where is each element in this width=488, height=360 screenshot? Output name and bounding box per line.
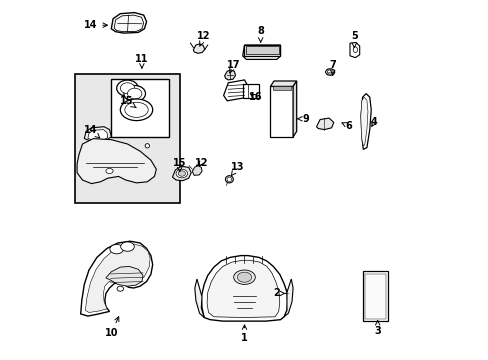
Bar — [75, 74, 179, 203]
Polygon shape — [106, 266, 142, 286]
Ellipse shape — [178, 171, 185, 176]
Polygon shape — [223, 80, 247, 101]
Bar — [246, 46, 278, 54]
Ellipse shape — [325, 69, 334, 75]
Ellipse shape — [145, 144, 149, 148]
Ellipse shape — [237, 272, 251, 282]
Text: 7: 7 — [328, 60, 335, 75]
Ellipse shape — [225, 176, 233, 183]
Bar — [111, 79, 168, 137]
Polygon shape — [361, 94, 370, 149]
Ellipse shape — [120, 83, 134, 94]
Polygon shape — [206, 260, 279, 318]
Polygon shape — [349, 42, 359, 58]
Polygon shape — [270, 81, 296, 86]
Ellipse shape — [373, 305, 377, 309]
Ellipse shape — [326, 70, 332, 74]
Text: 17: 17 — [226, 60, 240, 73]
Text: 10: 10 — [104, 317, 119, 338]
Ellipse shape — [233, 270, 255, 284]
Text: 12: 12 — [194, 158, 207, 168]
Polygon shape — [85, 244, 150, 312]
Polygon shape — [360, 97, 367, 146]
Text: 9: 9 — [296, 114, 308, 124]
Text: 15: 15 — [120, 96, 136, 108]
Ellipse shape — [226, 177, 231, 181]
Ellipse shape — [176, 169, 187, 178]
Polygon shape — [172, 166, 191, 181]
Bar — [242, 84, 258, 98]
Polygon shape — [84, 127, 111, 141]
Ellipse shape — [110, 244, 123, 254]
Text: 8: 8 — [257, 26, 264, 42]
Ellipse shape — [120, 99, 152, 121]
Text: 5: 5 — [350, 31, 357, 48]
Polygon shape — [88, 130, 107, 140]
Bar — [244, 45, 280, 56]
Polygon shape — [111, 13, 146, 33]
Text: 14: 14 — [83, 20, 107, 30]
Ellipse shape — [121, 242, 134, 251]
Ellipse shape — [352, 47, 357, 53]
Polygon shape — [77, 139, 156, 184]
Polygon shape — [316, 118, 333, 130]
Text: 1: 1 — [241, 325, 247, 343]
Text: 12: 12 — [197, 31, 210, 46]
Polygon shape — [242, 45, 280, 59]
Polygon shape — [224, 70, 235, 80]
Ellipse shape — [117, 286, 123, 291]
Bar — [362, 271, 387, 321]
Polygon shape — [192, 166, 202, 175]
Polygon shape — [284, 279, 292, 317]
Bar — [272, 86, 291, 90]
Polygon shape — [81, 241, 152, 316]
Ellipse shape — [282, 290, 288, 295]
Text: 13: 13 — [230, 162, 244, 176]
Polygon shape — [193, 44, 204, 53]
Text: 14: 14 — [83, 125, 100, 138]
Ellipse shape — [123, 85, 145, 102]
Ellipse shape — [117, 80, 138, 96]
Polygon shape — [270, 86, 292, 137]
Ellipse shape — [106, 168, 113, 174]
Text: 2: 2 — [272, 288, 285, 298]
Bar — [365, 274, 385, 319]
Text: 16: 16 — [248, 92, 262, 102]
Ellipse shape — [124, 102, 148, 117]
Text: 11: 11 — [135, 54, 148, 68]
Polygon shape — [194, 279, 204, 318]
Ellipse shape — [283, 291, 287, 294]
Polygon shape — [114, 15, 143, 32]
Ellipse shape — [127, 88, 142, 99]
Text: 6: 6 — [341, 121, 351, 131]
Polygon shape — [292, 81, 296, 137]
Text: 3: 3 — [373, 320, 380, 336]
Ellipse shape — [373, 276, 377, 280]
Text: 4: 4 — [370, 117, 377, 127]
Polygon shape — [201, 256, 287, 321]
Text: 15: 15 — [173, 158, 186, 172]
